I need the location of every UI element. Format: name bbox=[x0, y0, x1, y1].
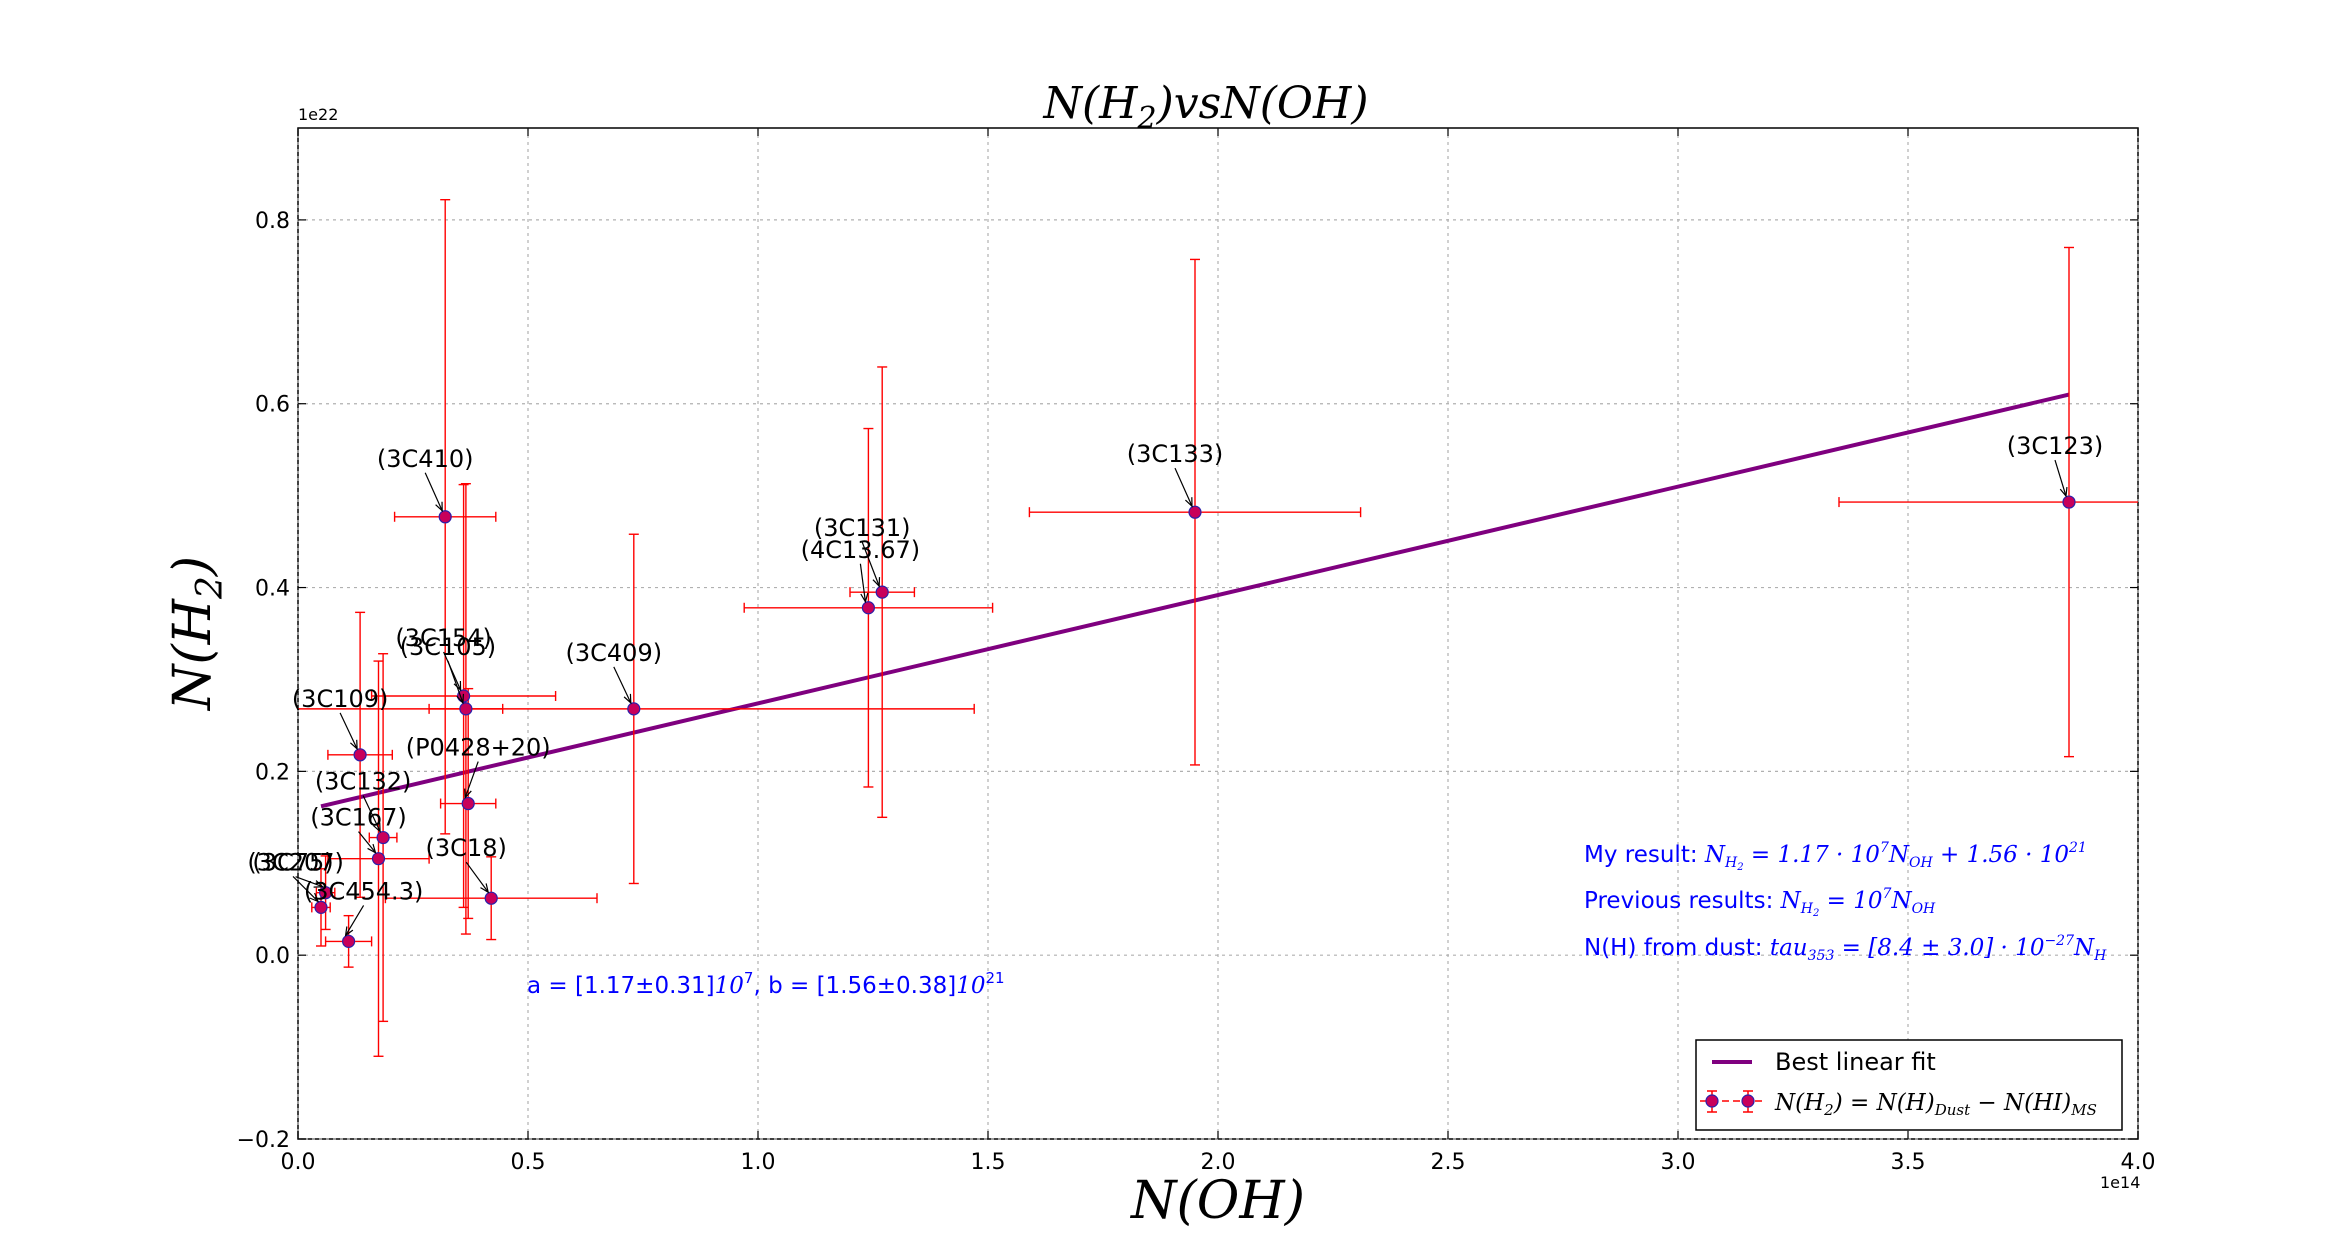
legend: Best linear fit N(H2) = N(H)Dust − N(HI)… bbox=[1695, 1039, 2123, 1131]
fit-params-annotation: a = [1.17±0.31]107, b = [1.56±0.38]1021 bbox=[527, 969, 1005, 999]
data-point bbox=[319, 886, 333, 900]
legend-fit-label: Best linear fit bbox=[1775, 1048, 1936, 1076]
data-point bbox=[861, 601, 876, 615]
point-label: (3C207) bbox=[247, 849, 344, 877]
legend-box bbox=[1695, 1039, 2123, 1131]
data-point bbox=[875, 585, 889, 599]
label-arrowhead bbox=[464, 788, 472, 799]
label-arrowhead bbox=[623, 693, 632, 705]
label-arrow bbox=[358, 831, 376, 854]
x-tick-label: 2.5 bbox=[1431, 1150, 1466, 1175]
data-point bbox=[1188, 505, 1202, 519]
label-arrow bbox=[1174, 467, 1193, 507]
label-arrowhead bbox=[372, 822, 381, 833]
label-arrow bbox=[362, 795, 381, 832]
label-arrow bbox=[447, 660, 464, 704]
label-arrowhead bbox=[872, 577, 881, 588]
y-tick-label: 0.2 bbox=[255, 760, 290, 785]
point-label: (3C409) bbox=[566, 639, 663, 667]
y-tick-label: 0.6 bbox=[255, 393, 290, 418]
x-tick-label: 3.0 bbox=[1661, 1150, 1696, 1175]
y-offset-label: 1e22 bbox=[298, 105, 338, 124]
x-tick-label: 4.0 bbox=[2121, 1150, 2156, 1175]
data-point bbox=[371, 852, 386, 866]
point-label: (3C132) bbox=[315, 768, 412, 796]
point-label: (P0428+20) bbox=[406, 734, 551, 762]
label-arrow bbox=[861, 541, 880, 587]
point-label: (3C109) bbox=[292, 685, 389, 713]
label-arrowhead bbox=[860, 592, 869, 604]
data-points bbox=[314, 495, 2076, 948]
label-arrow bbox=[859, 563, 866, 602]
label-arrow bbox=[292, 875, 319, 902]
data-point bbox=[484, 891, 498, 905]
label-arrow bbox=[465, 861, 489, 893]
point-label: (3C131) bbox=[814, 514, 911, 542]
chart-title: N(H2)vsN(OH) bbox=[1042, 78, 1368, 136]
data-point bbox=[314, 900, 328, 914]
data-point bbox=[438, 510, 452, 524]
data-point bbox=[627, 702, 641, 716]
label-arrow bbox=[464, 761, 479, 798]
label-arrow bbox=[2054, 459, 2067, 497]
dust-annotation: N(H) from dust: tau353 = [8.4 ± 3.0] · 1… bbox=[1584, 933, 2107, 964]
data-point bbox=[342, 934, 356, 948]
data-point bbox=[353, 748, 367, 762]
data-point bbox=[459, 702, 473, 716]
label-arrow bbox=[295, 876, 323, 888]
point-label: (3C154) bbox=[395, 624, 492, 652]
label-arrowhead bbox=[344, 926, 354, 937]
x-axis-label: N(OH) bbox=[1129, 1171, 1305, 1231]
x-tick-label: 3.5 bbox=[1891, 1150, 1926, 1175]
label-arrow bbox=[613, 666, 632, 704]
legend-data-swatch bbox=[1700, 1090, 1764, 1113]
x-tick-label: 0.5 bbox=[511, 1150, 546, 1175]
data-point bbox=[2062, 495, 2076, 509]
label-arrow bbox=[339, 712, 358, 750]
axis-ticks: 0.0 0.5 1.0 1.5 2.0 2.5 3.0 3.5 4.0−0.20.00.20.4… bbox=[237, 128, 2156, 1175]
point-label: (3C133) bbox=[1127, 440, 1224, 468]
point-label: (3C105) bbox=[400, 633, 497, 661]
data-point bbox=[461, 796, 475, 811]
label-arrow bbox=[424, 472, 443, 512]
point-label: (3C18) bbox=[426, 834, 507, 862]
data-point bbox=[376, 830, 390, 845]
label-arrowhead bbox=[349, 739, 358, 751]
point-label: (4C13.67) bbox=[801, 536, 920, 564]
y-tick-label: −0.2 bbox=[237, 1128, 290, 1153]
y-tick-label: 0.0 bbox=[255, 944, 290, 969]
point-labels: (3C410) (3C133) (3C123) (3C131)(4C13.67) (3C… bbox=[247, 432, 2104, 937]
x-tick-label: 0.0 bbox=[281, 1150, 316, 1175]
x-tick-label: 1.5 bbox=[971, 1150, 1006, 1175]
label-arrowhead bbox=[1185, 497, 1193, 508]
x-offset-label: 1e14 bbox=[2100, 1173, 2140, 1192]
x-tick-label: 1.0 bbox=[741, 1150, 776, 1175]
label-arrowhead bbox=[2059, 487, 2068, 498]
y-tick-label: 0.4 bbox=[255, 577, 290, 602]
y-tick-label: 0.8 bbox=[255, 209, 290, 234]
label-arrowhead bbox=[435, 501, 443, 513]
my-result-annotation: My result: NH2 = 1.17 · 107NOH + 1.56 · … bbox=[1584, 840, 2087, 873]
x-tick-label: 2.0 bbox=[1201, 1150, 1236, 1175]
y-axis-label: N(H2) bbox=[163, 556, 231, 712]
point-label: (3C123) bbox=[2007, 432, 2104, 460]
label-arrowhead bbox=[367, 843, 377, 854]
grid bbox=[297, 128, 2139, 1140]
point-label: (3C454.3) bbox=[304, 877, 423, 905]
label-arrowhead bbox=[480, 883, 490, 894]
point-label: (3C410) bbox=[377, 445, 474, 473]
point-label: (3C75) bbox=[252, 848, 333, 876]
previous-result-annotation: Previous results: NH2 = 107NOH bbox=[1584, 886, 1936, 919]
point-label: (3C167) bbox=[310, 804, 407, 832]
label-arrow bbox=[345, 905, 365, 936]
label-arrowhead bbox=[309, 892, 320, 903]
label-arrowhead bbox=[313, 880, 325, 888]
label-arrowhead bbox=[456, 693, 465, 705]
